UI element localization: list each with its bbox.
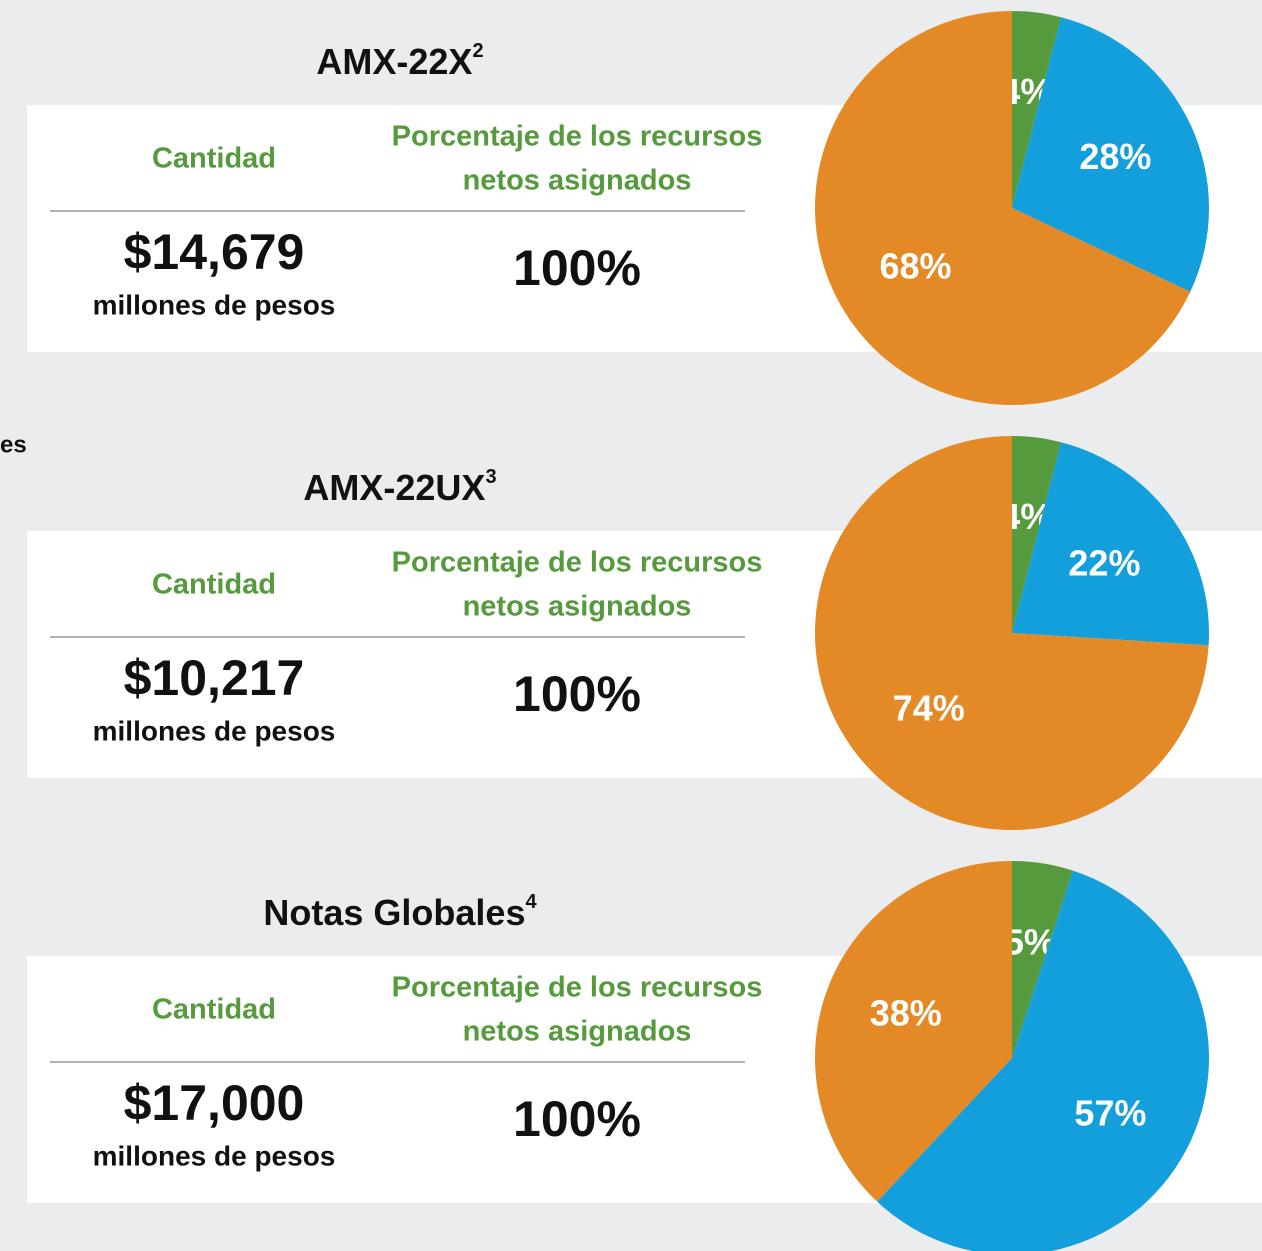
header-percent: netos asignados (463, 1016, 692, 1048)
pie-slice (1012, 861, 1073, 1058)
slice-label: 68% (879, 246, 951, 287)
panel-title: AMX-22UX3 (303, 466, 496, 507)
pie-slice (815, 436, 1209, 830)
title-superscript: 4 (525, 891, 537, 913)
amount: $14,679 (124, 224, 305, 280)
header-percent: Porcentaje de los recursos (392, 547, 763, 579)
title-superscript: 3 (485, 466, 496, 488)
header-percent: Porcentaje de los recursos (392, 972, 763, 1004)
pie-slice (1012, 17, 1210, 292)
header-amount: Cantidad (152, 994, 276, 1026)
slice-label: 22% (1068, 542, 1140, 583)
pie-slice (1012, 436, 1061, 633)
slice-label: 28% (1079, 136, 1151, 177)
panel-title: AMX-22X2 (316, 40, 483, 81)
pie-slice (814, 861, 1012, 1202)
amount-unit: millones de pesos (93, 1140, 336, 1171)
title-text: AMX-22X (316, 41, 472, 82)
header-percent: netos asignados (463, 591, 692, 623)
percent: 100% (513, 666, 641, 722)
amount: $10,217 (124, 650, 305, 706)
pie-slice (1012, 11, 1061, 208)
slice-label: 38% (870, 992, 942, 1033)
pie-slice (877, 870, 1209, 1251)
title-superscript: 2 (472, 40, 483, 62)
header-amount: Cantidad (152, 143, 276, 175)
panel-title: Notas Globales4 (263, 891, 537, 932)
header-amount: Cantidad (152, 569, 276, 601)
percent: 100% (513, 240, 641, 296)
amount: $17,000 (124, 1075, 305, 1131)
pie-slice (1012, 442, 1209, 646)
header-percent: netos asignados (463, 165, 692, 197)
amount-unit: millones de pesos (93, 289, 336, 320)
fragment-text: es (0, 431, 27, 458)
slice-label: 57% (1074, 1093, 1146, 1134)
header-percent: Porcentaje de los recursos (392, 121, 763, 153)
title-text: Notas Globales (263, 892, 525, 933)
amount-unit: millones de pesos (93, 715, 336, 746)
pie-slice (815, 11, 1191, 405)
slice-label: 74% (893, 688, 965, 729)
percent: 100% (513, 1091, 641, 1147)
title-text: AMX-22UX (303, 467, 485, 508)
